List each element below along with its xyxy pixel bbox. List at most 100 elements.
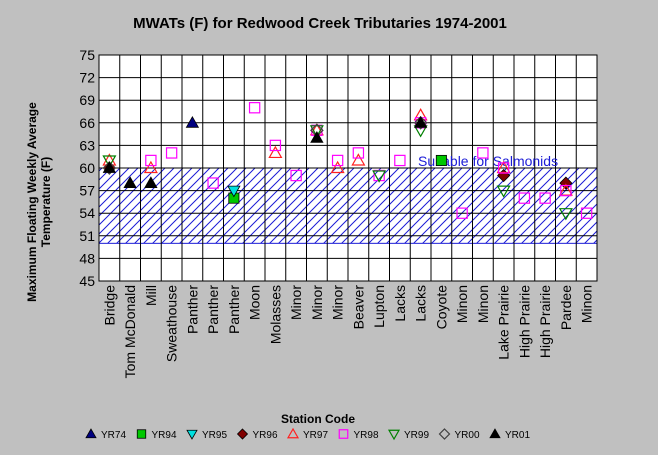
x-tick-label: Panther bbox=[226, 285, 242, 334]
x-tick-label: Lupton bbox=[371, 285, 387, 328]
data-point-yr98 bbox=[290, 169, 302, 182]
legend-marker-yr00 bbox=[438, 428, 451, 440]
data-point-yr98 bbox=[560, 184, 572, 197]
chart-title: MWATs (F) for Redwood Creek Tributaries … bbox=[133, 15, 507, 32]
y-tick-label: 48 bbox=[79, 250, 95, 266]
y-axis-ticks: 45 48 51 54 57 60 63 66 69 72 75 bbox=[79, 47, 95, 289]
y-axis-label-line: Maximum Floating Weekly Average bbox=[25, 102, 39, 302]
data-point-yr01 bbox=[123, 176, 137, 188]
x-tick-label: Molasses bbox=[267, 285, 283, 344]
legend-label-yr99: YR99 bbox=[404, 430, 429, 441]
band-label: Suitable for Salmonids bbox=[418, 153, 558, 169]
x-tick-label: Sweathouse bbox=[164, 285, 180, 362]
x-tick-label: Tom McDonald bbox=[122, 285, 138, 378]
data-point-yr98 bbox=[207, 177, 219, 189]
x-tick-label: Minon bbox=[475, 285, 491, 323]
legend: YR74 YR94 YR95 YR96 YR97 YR98 YR99 YR00 YR01 bbox=[85, 427, 530, 441]
legend-label-yr74: YR74 bbox=[101, 430, 126, 441]
legend-label-yr96: YR96 bbox=[253, 430, 278, 441]
data-points bbox=[102, 102, 593, 221]
x-tick-label: Beaver bbox=[350, 285, 366, 330]
legend-label-yr00: YR00 bbox=[455, 430, 480, 441]
plot-frame bbox=[98, 54, 598, 282]
x-tick-label: Coyote bbox=[433, 285, 449, 330]
data-point-yr98 bbox=[394, 154, 406, 167]
x-axis-ticks: Bridge Tom McDonald Mill Sweathouse Panther P… bbox=[101, 285, 594, 379]
x-tick-label: Panther bbox=[184, 285, 200, 334]
legend-label-yr97: YR97 bbox=[303, 430, 328, 441]
data-point-yr01 bbox=[413, 115, 428, 128]
data-point-yr01 bbox=[102, 161, 117, 173]
legend-marker-yr97 bbox=[286, 427, 300, 439]
y-tick-label: 54 bbox=[79, 205, 95, 221]
legend-label-yr01: YR01 bbox=[505, 430, 530, 441]
x-tick-label: Lacks bbox=[413, 285, 429, 322]
legend-label-yr94: YR94 bbox=[152, 430, 177, 441]
data-point-yr01 bbox=[310, 131, 324, 143]
data-point-yr01 bbox=[144, 176, 158, 188]
data-point-yr99 bbox=[309, 125, 324, 138]
data-point-yr97 bbox=[351, 153, 366, 166]
y-tick-label: 60 bbox=[79, 160, 95, 176]
x-axis-label: Station Code bbox=[281, 412, 355, 426]
y-tick-label: 63 bbox=[79, 137, 95, 153]
data-point-yr98 bbox=[145, 154, 157, 167]
data-point-yr00 bbox=[413, 115, 428, 130]
data-point-yr99 bbox=[372, 170, 387, 183]
x-tick-label: Panther bbox=[205, 285, 221, 334]
legend-marker-yr96 bbox=[236, 428, 249, 440]
y-axis-label-line: Temperature (F) bbox=[39, 157, 53, 247]
y-axis-label: Maximum Floating Weekly Average Temperatu… bbox=[25, 102, 53, 302]
x-tick-label: Minon bbox=[454, 285, 470, 323]
legend-label-yr98: YR98 bbox=[354, 430, 379, 441]
x-tick-label: Mill bbox=[143, 285, 159, 306]
data-point-yr98 bbox=[456, 207, 468, 219]
data-point-yr95 bbox=[227, 185, 241, 198]
y-tick-label: 72 bbox=[79, 70, 95, 86]
legend-marker-yr99 bbox=[387, 429, 401, 441]
data-point-yr99 bbox=[102, 155, 117, 168]
data-point-yr98 bbox=[477, 147, 489, 159]
x-tick-label: Pardee bbox=[558, 285, 574, 330]
x-tick-label: Minor bbox=[288, 285, 304, 320]
y-tick-label: 69 bbox=[79, 92, 95, 108]
data-point-yr74 bbox=[185, 115, 200, 128]
data-point-yr98 bbox=[269, 139, 282, 152]
legend-marker-yr01 bbox=[489, 428, 501, 439]
data-point-yr99 bbox=[496, 185, 511, 198]
x-tick-label: Lake Prairie bbox=[496, 285, 512, 360]
data-point-yr98 bbox=[539, 192, 551, 204]
data-point-yr98 bbox=[331, 154, 344, 167]
y-tick-label: 66 bbox=[79, 115, 95, 131]
x-tick-label: Minon bbox=[579, 285, 595, 323]
data-point-yr98 bbox=[248, 102, 261, 114]
x-tick-label: Bridge bbox=[101, 285, 117, 326]
data-point-yr97 bbox=[268, 145, 283, 159]
legend-marker-yr74 bbox=[85, 428, 97, 439]
legend-marker-yr94 bbox=[136, 429, 147, 439]
data-point-yr98 bbox=[580, 207, 593, 219]
y-tick-label: 75 bbox=[79, 47, 95, 63]
legend-marker-yr98 bbox=[338, 429, 349, 439]
data-point-yr98 bbox=[165, 147, 178, 159]
data-point-yr97 bbox=[330, 160, 345, 174]
x-tick-label: Lacks bbox=[392, 285, 408, 322]
grid-lines bbox=[99, 55, 597, 281]
legend-label-yr95: YR95 bbox=[202, 430, 227, 441]
x-tick-label: Minor bbox=[309, 285, 325, 320]
legend-marker-yr95 bbox=[186, 429, 198, 440]
x-tick-label: High Prairie bbox=[537, 285, 553, 358]
data-point-yr98 bbox=[352, 147, 365, 159]
data-point-yr97 bbox=[143, 160, 158, 174]
y-tick-label: 57 bbox=[79, 183, 95, 199]
data-point-yr98 bbox=[518, 192, 531, 204]
data-point-yr00 bbox=[102, 161, 117, 175]
data-point-yr98 bbox=[497, 162, 510, 174]
x-tick-label: High Prairie bbox=[516, 285, 532, 358]
data-point-yr94 bbox=[435, 154, 447, 166]
data-point-yr99 bbox=[558, 208, 573, 221]
y-tick-label: 51 bbox=[79, 228, 95, 244]
x-tick-label: Minor bbox=[330, 285, 346, 320]
x-tick-label: Moon bbox=[247, 285, 263, 320]
